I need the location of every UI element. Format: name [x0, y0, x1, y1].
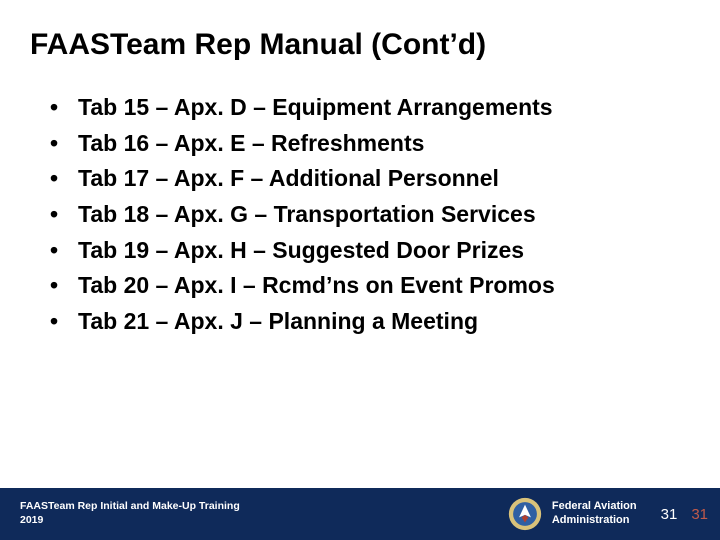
list-item: Tab 18 – Apx. G – Transportation Service…	[50, 197, 690, 233]
list-item: Tab 21 – Apx. J – Planning a Meeting	[50, 304, 690, 340]
content-area: Tab 15 – Apx. D – Equipment Arrangements…	[0, 72, 720, 488]
list-item: Tab 15 – Apx. D – Equipment Arrangements	[50, 90, 690, 126]
list-item: Tab 19 – Apx. H – Suggested Door Prizes	[50, 233, 690, 269]
page-number-primary: 31	[661, 506, 678, 523]
faa-seal-icon	[508, 497, 542, 531]
footer-left-text: FAASTeam Rep Initial and Make-Up Trainin…	[20, 500, 508, 527]
footer-bar: FAASTeam Rep Initial and Make-Up Trainin…	[0, 488, 720, 540]
page-number-secondary: 31	[691, 506, 708, 523]
agency-line1: Federal Aviation	[552, 500, 637, 512]
footer-agency-name: Federal Aviation Administration	[552, 500, 637, 528]
list-item: Tab 16 – Apx. E – Refreshments	[50, 126, 690, 162]
bullet-list: Tab 15 – Apx. D – Equipment Arrangements…	[50, 90, 690, 339]
list-item: Tab 20 – Apx. I – Rcmd’ns on Event Promo…	[50, 268, 690, 304]
list-item: Tab 17 – Apx. F – Additional Personnel	[50, 161, 690, 197]
agency-line2: Administration	[552, 514, 630, 526]
footer-year: 2019	[20, 514, 43, 526]
slide-title: FAASTeam Rep Manual (Cont’d)	[0, 0, 720, 72]
footer-training-title: FAASTeam Rep Initial and Make-Up Trainin…	[20, 500, 240, 512]
slide: FAASTeam Rep Manual (Cont’d) Tab 15 – Ap…	[0, 0, 720, 540]
